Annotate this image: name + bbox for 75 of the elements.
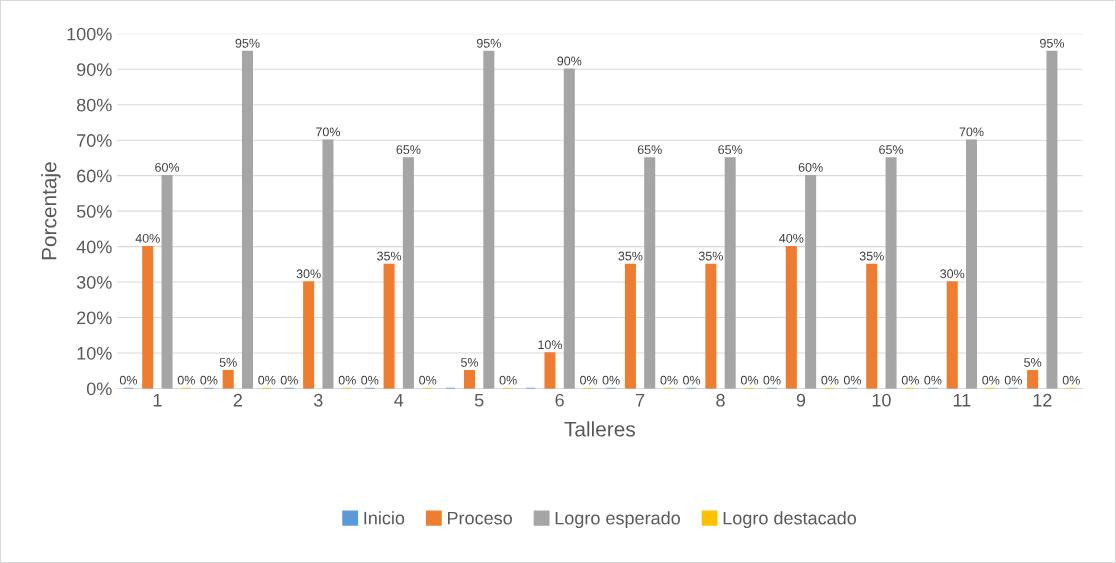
data-label: 0%	[580, 375, 598, 385]
data-label: 0%	[1062, 375, 1080, 385]
y-tick-label: 50%	[76, 205, 112, 218]
data-label: 0%	[660, 375, 678, 385]
y-tick-label: 40%	[76, 240, 112, 254]
data-label: 70%	[316, 127, 341, 137]
y-axis-title: Porcentaje	[41, 162, 61, 260]
data-label: 0%	[982, 375, 1000, 385]
data-label: 0%	[119, 375, 138, 385]
data-label: 0%	[924, 375, 942, 385]
x-tick-label: 8	[716, 393, 725, 407]
x-tick-label: 4	[394, 393, 404, 407]
y-tick-label: 0%	[86, 382, 112, 396]
data-label: 0%	[843, 375, 862, 385]
y-tick-label: 70%	[77, 134, 112, 147]
y-tick-label: 30%	[76, 276, 112, 289]
data-label: 30%	[940, 269, 965, 279]
data-label: 95%	[235, 38, 260, 48]
x-tick-label: 9	[796, 393, 806, 407]
x-tick-label: 12	[1033, 393, 1052, 407]
legend-label: Logro esperado	[555, 511, 680, 529]
data-label: 60%	[798, 162, 823, 172]
y-tick-label: 80%	[76, 98, 112, 112]
data-label: 60%	[155, 162, 180, 172]
data-label: 5%	[1024, 358, 1042, 367]
data-label: 0%	[280, 375, 298, 385]
x-tick-label: 1	[153, 393, 162, 407]
y-tick-label: 60%	[77, 169, 112, 183]
data-label: 35%	[698, 251, 723, 261]
data-label: 5%	[219, 358, 237, 367]
data-label: 10%	[538, 340, 563, 350]
legend-label: Proceso	[447, 511, 512, 525]
data-label: 90%	[557, 56, 582, 66]
data-label: 95%	[476, 38, 501, 48]
data-label: 0%	[200, 375, 218, 385]
data-label: 35%	[859, 251, 884, 261]
data-label: 0%	[361, 375, 379, 385]
x-tick-label: 6	[555, 393, 564, 407]
x-axis-title: Talleres	[564, 421, 635, 437]
y-tick-label: 90%	[77, 63, 112, 76]
x-tick-label: 3	[313, 393, 323, 407]
x-tick-label: 2	[233, 393, 242, 407]
data-label: 95%	[1040, 38, 1065, 48]
y-tick-label: 20%	[77, 311, 112, 325]
y-tick-label: 10%	[77, 346, 112, 360]
y-tick-label: 100%	[67, 27, 112, 41]
data-label: 35%	[377, 251, 402, 261]
data-label: 0%	[740, 375, 759, 385]
data-label: 0%	[258, 375, 276, 385]
data-label: 0%	[419, 375, 437, 385]
data-label: 0%	[177, 375, 195, 385]
data-label: 65%	[637, 145, 662, 155]
data-label: 0%	[683, 375, 701, 385]
data-label: 65%	[718, 145, 743, 155]
data-label: 65%	[879, 145, 904, 155]
data-label: 35%	[618, 251, 643, 261]
legend-label: Inicio	[364, 511, 405, 525]
data-label: 40%	[135, 233, 160, 243]
x-tick-label: 10	[872, 393, 891, 407]
data-label: 5%	[461, 358, 479, 367]
data-label: 0%	[763, 375, 781, 385]
x-tick-label: 5	[474, 393, 484, 407]
data-label: 70%	[959, 127, 984, 137]
data-label: 65%	[396, 145, 421, 155]
x-tick-label: 7	[635, 393, 645, 407]
data-label: 0%	[901, 375, 919, 385]
data-label: 0%	[602, 375, 620, 385]
data-label: 40%	[779, 233, 804, 243]
data-label: 0%	[821, 375, 839, 385]
data-label: 0%	[499, 375, 517, 385]
x-tick-label: 11	[953, 393, 971, 407]
data-label: 30%	[296, 269, 321, 279]
data-label: 0%	[1004, 375, 1022, 385]
data-label: 0%	[338, 375, 356, 385]
legend-label: Logro destacado	[723, 511, 857, 529]
